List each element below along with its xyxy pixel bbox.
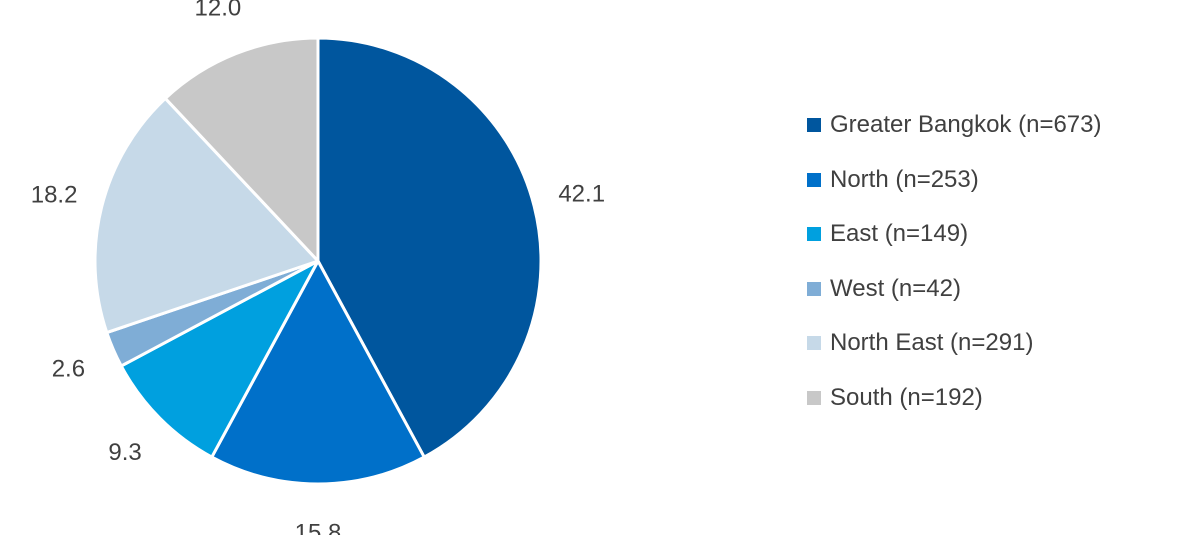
legend-swatch (807, 172, 821, 187)
legend-swatch (807, 118, 821, 132)
legend-label: North East (n=291) (830, 329, 1034, 356)
slice-data-label: 2.6 (52, 356, 85, 383)
legend-item: Greater Bangkok (n=673) (807, 107, 1102, 143)
legend-label: West (n=42) (830, 274, 961, 302)
pie-slice (163, 36, 320, 263)
legend-swatch (807, 281, 821, 296)
legend-label: Greater Bangkok (n=673) (830, 111, 1102, 138)
pie-slice (316, 36, 543, 459)
pie-chart: 42.1 15.8 9.3 2.6 18.2 12.0 (31, 0, 605, 535)
legend-item: East (n=149) (807, 216, 1102, 252)
slice-data-label: 12.0 (195, 0, 242, 22)
legend-swatch (807, 390, 821, 405)
legend-item: North (n=253) (807, 162, 1102, 198)
legend-item: West (n=42) (807, 271, 1102, 307)
pie-slice (210, 259, 426, 486)
pie-slice (93, 96, 320, 335)
legend: Greater Bangkok (n=673) North (n=253) Ea… (807, 107, 1102, 434)
data-labels: 42.1 15.8 9.3 2.6 18.2 12.0 (31, 0, 605, 535)
legend-item: South (n=192) (807, 380, 1102, 416)
legend-label: North (n=253) (830, 165, 979, 193)
legend-swatch (807, 227, 821, 241)
legend-label: South (n=192) (830, 383, 983, 411)
legend-label: East (n=149) (830, 220, 969, 247)
slice-data-label: 18.2 (31, 182, 78, 209)
slice-data-label: 42.1 (558, 181, 605, 208)
slice-data-label: 15.8 (295, 520, 342, 535)
legend-item: North East (n=291) (807, 325, 1102, 361)
slice-data-label: 9.3 (108, 439, 141, 466)
pie-slice (119, 259, 320, 459)
legend-swatch (807, 336, 821, 350)
pie-slices (93, 36, 543, 486)
